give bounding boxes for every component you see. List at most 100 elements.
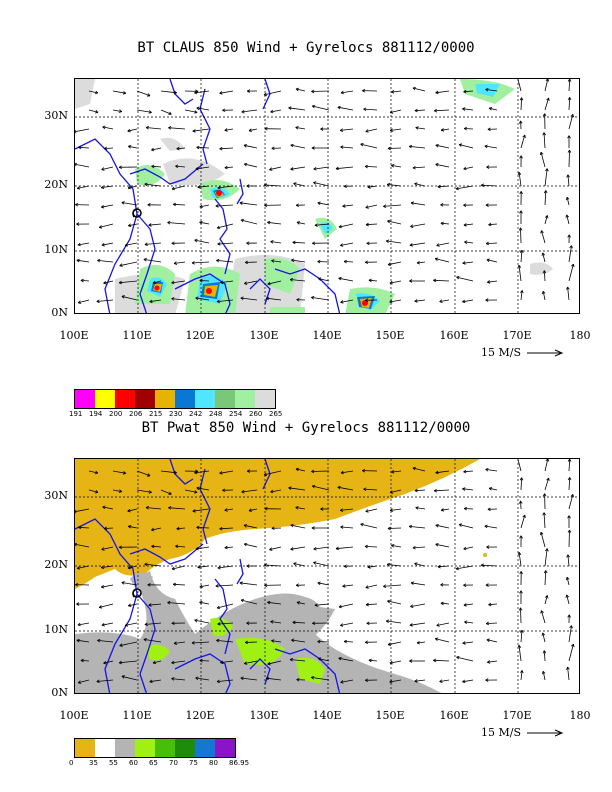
- wind-vector-head: [76, 223, 80, 226]
- wind-vector: [151, 527, 162, 531]
- wind-vector: [244, 163, 258, 168]
- wind-vector-head: [96, 679, 100, 682]
- wind-vector: [435, 543, 450, 548]
- wind-vector: [390, 489, 402, 493]
- wind-vector-head: [219, 528, 223, 531]
- wind-vector: [566, 594, 570, 605]
- wind-vector-head: [199, 600, 203, 603]
- wind-vector: [171, 185, 186, 190]
- wind-vector-head: [167, 222, 171, 225]
- wind-vector: [383, 204, 402, 207]
- wind-vector: [195, 677, 210, 681]
- wind-vector-head: [480, 184, 484, 187]
- wind-vector-head: [487, 127, 491, 130]
- colorbar-label: 70: [169, 759, 178, 767]
- wind-vector-head: [78, 145, 82, 148]
- wind-vector: [248, 508, 258, 512]
- wind-vector: [151, 147, 162, 151]
- wind-vector: [152, 280, 162, 284]
- wind-vector-head: [340, 145, 344, 148]
- wind-vector: [360, 523, 378, 529]
- wind-vector: [311, 297, 330, 301]
- wind-vector-head: [570, 114, 574, 117]
- wind-vector: [389, 679, 402, 683]
- wind-vector-head: [462, 642, 466, 645]
- wind-vector: [136, 470, 151, 477]
- wind-vector: [340, 508, 354, 511]
- wind-vector-head: [219, 91, 223, 94]
- wind-vector-head: [463, 128, 467, 131]
- coastlines: [75, 79, 341, 313]
- wind-vector-head: [435, 472, 439, 475]
- wind-vector: [240, 677, 258, 681]
- wind-vector: [541, 610, 546, 624]
- wind-vector: [389, 280, 402, 284]
- wind-vector-head: [75, 204, 79, 207]
- wind-vector-head: [167, 602, 171, 605]
- panel2-lon-130e: 130E: [249, 709, 279, 722]
- wind-vector-head: [247, 470, 251, 473]
- wind-vector-head: [565, 214, 568, 218]
- wind-vector-head: [542, 113, 545, 117]
- wind-vector: [365, 603, 378, 606]
- wind-vector-head: [414, 182, 418, 184]
- wind-vector: [335, 546, 354, 550]
- panel2-map: [74, 458, 580, 694]
- wind-vector-head: [103, 661, 106, 664]
- wind-vector-head: [121, 202, 125, 205]
- wind-vector-head: [313, 166, 317, 170]
- wind-vector-head: [267, 281, 271, 285]
- wind-vector: [144, 183, 162, 187]
- wind-vector-head: [290, 548, 294, 551]
- wind-vector-head: [296, 299, 300, 302]
- wind-vector-head: [520, 590, 523, 594]
- wind-vector-head: [543, 650, 547, 654]
- wind-vector-head: [289, 277, 294, 280]
- wind-vector-head: [144, 624, 148, 627]
- wind-vector-head: [244, 162, 248, 165]
- wind-vector-head: [271, 640, 275, 643]
- wind-vector: [78, 299, 90, 304]
- wind-vector: [542, 671, 546, 681]
- wind-vector: [127, 508, 138, 512]
- wind-vector-head: [270, 489, 274, 493]
- wind-vector: [224, 546, 234, 549]
- wind-vector-head: [271, 259, 275, 261]
- wind-vector-head: [311, 296, 315, 298]
- wind-vector-head: [290, 547, 294, 550]
- wind-vector: [101, 204, 114, 208]
- wind-vector-head: [293, 563, 296, 566]
- wind-vector-head: [77, 244, 81, 247]
- wind-vector-head: [567, 666, 570, 670]
- wind-vector-head: [486, 638, 490, 641]
- wind-vector-head: [247, 89, 251, 92]
- colorbar-swatch: [135, 390, 155, 408]
- wind-vector-head: [458, 144, 462, 147]
- wind-vector-head: [199, 204, 203, 208]
- wind-vector-head: [520, 500, 523, 504]
- wind-vector: [544, 97, 549, 111]
- wind-vector-head: [368, 659, 372, 663]
- wind-vector-head: [463, 471, 467, 474]
- wind-vector: [487, 660, 498, 663]
- wind-vector-head: [78, 682, 82, 684]
- wind-vector: [544, 215, 548, 225]
- wind-vector-head: [148, 604, 152, 607]
- wind-vector-head: [383, 584, 387, 587]
- wind-vector-head: [263, 564, 267, 567]
- gyre-location-marker: [132, 208, 142, 218]
- wind-vector-head: [289, 279, 293, 282]
- wind-vector-head: [571, 263, 574, 267]
- wind-vector-head: [216, 605, 220, 609]
- wind-vector-head: [485, 298, 489, 301]
- wind-vector: [197, 565, 210, 568]
- wind-vector-head: [121, 675, 125, 677]
- wind-vector-head: [248, 510, 252, 512]
- colorbar-swatch: [175, 390, 195, 408]
- wind-vector-head: [216, 638, 220, 641]
- wind-vector-head: [343, 261, 347, 264]
- wind-vector-head: [439, 681, 443, 683]
- wind-vector-head: [171, 241, 175, 244]
- wind-vector-head: [269, 549, 273, 551]
- wind-vector-head: [488, 107, 492, 111]
